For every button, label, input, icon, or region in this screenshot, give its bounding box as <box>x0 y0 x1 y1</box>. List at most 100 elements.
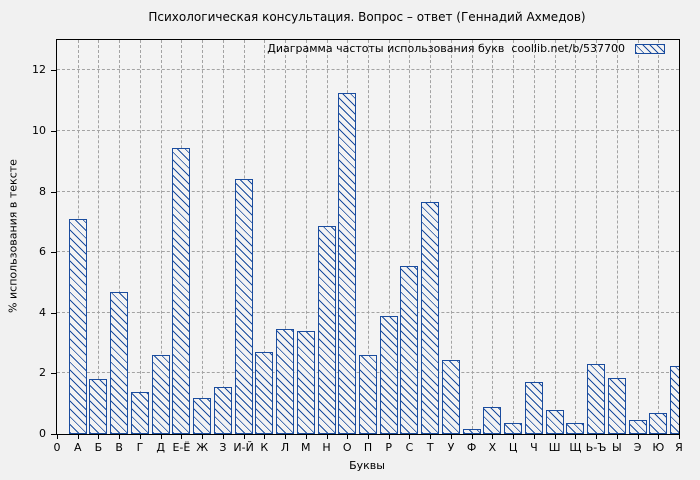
x-tick-label-Э: Э <box>633 441 642 454</box>
x-tick-mark <box>57 435 58 439</box>
y-tick-label: 12 <box>32 63 46 77</box>
y-tick-mark <box>51 191 56 193</box>
bar-Б <box>89 379 108 434</box>
y-tick-mark <box>51 70 56 72</box>
x-tick-label-В: В <box>115 441 123 454</box>
x-tick-mark <box>222 435 224 439</box>
bar-С <box>400 266 419 434</box>
gridline-vertical <box>637 40 639 434</box>
x-tick-label-Н: Н <box>322 441 331 454</box>
y-tick-label: 2 <box>39 366 46 380</box>
x-tick-mark <box>243 435 245 439</box>
x-tick-mark <box>347 435 349 439</box>
x-tick-mark <box>305 435 307 439</box>
plot-area: Диаграмма частоты использования букв coo… <box>56 39 680 435</box>
gridline-vertical <box>202 40 204 434</box>
x-tick-mark <box>575 435 577 439</box>
x-tick-label-Т: Т <box>426 441 434 454</box>
x-tick-label-К: К <box>260 441 269 454</box>
bar-Ж <box>193 398 212 434</box>
x-tick-label-И-Й: И-Й <box>233 441 254 454</box>
x-tick-mark <box>139 435 141 439</box>
gridline-vertical <box>471 40 473 434</box>
x-tick-mark <box>77 435 79 439</box>
x-tick-mark <box>160 435 162 439</box>
x-tick-label-Б: Б <box>94 441 103 454</box>
gridline-vertical <box>616 40 618 434</box>
x-tick-mark <box>285 435 287 439</box>
bar-О <box>338 93 357 434</box>
gridline-vertical <box>264 40 266 434</box>
x-tick-mark <box>119 435 121 439</box>
bar-Ю <box>649 413 668 434</box>
bar-В <box>110 292 129 434</box>
x-tick-label-М: М <box>301 441 311 454</box>
gridline-vertical <box>596 40 598 434</box>
bar-Д <box>151 355 170 434</box>
bar-Л <box>276 329 295 434</box>
x-tick-mark <box>326 435 328 439</box>
y-tick-label: 0 <box>39 427 46 440</box>
x-tick-label-О: О <box>342 441 352 454</box>
gridline-vertical <box>492 40 494 434</box>
bar-Я <box>670 366 679 434</box>
x-tick-label-Х: Х <box>488 441 497 454</box>
bar-Ш <box>545 410 564 434</box>
x-tick-label-Ы: Ы <box>611 441 622 454</box>
bar-У <box>441 360 460 434</box>
bar-Р <box>379 316 398 434</box>
x-tick-mark <box>368 435 369 439</box>
legend: Диаграмма частоты использования букв coo… <box>267 42 665 55</box>
y-tick-mark <box>51 312 56 314</box>
x-tick-label-Е-Ё: Е-Ё <box>172 441 191 454</box>
bar-Ы <box>607 378 626 434</box>
x-tick-label-Ь-Ъ: Ь-Ъ <box>585 441 607 454</box>
x-tick-mark <box>533 435 535 439</box>
x-tick-label-С: С <box>405 441 414 454</box>
x-tick-label-Я: Я <box>675 441 683 454</box>
gridline-vertical <box>139 40 141 434</box>
bar-И-Й <box>234 179 253 434</box>
bar-Е-Ё <box>172 148 191 434</box>
x-tick-mark <box>492 435 494 439</box>
x-tick-mark <box>98 435 100 439</box>
y-axis-label: % использования в тексте <box>6 159 20 313</box>
x-tick-label-З: З <box>219 441 227 454</box>
x-tick-label-Г: Г <box>136 441 144 454</box>
x-tick-label-Ж: Ж <box>196 441 209 454</box>
x-tick-label-У: У <box>447 441 455 454</box>
bar-Ф <box>462 429 481 434</box>
gridline-vertical <box>305 40 307 434</box>
x-tick-mark <box>181 435 183 439</box>
bar-Г <box>130 392 149 434</box>
y-tick-label: 4 <box>39 305 46 319</box>
x-tick-mark <box>658 435 660 439</box>
gridline-vertical <box>554 40 556 434</box>
bar-З <box>213 387 232 434</box>
gridline-vertical <box>658 40 660 434</box>
legend-hatch-swatch <box>635 43 665 54</box>
gridline-vertical <box>285 40 287 434</box>
x-tick-label-Ш: Ш <box>548 441 561 454</box>
y-tick-mark <box>51 434 56 435</box>
x-tick-mark <box>513 435 515 439</box>
bar-Ч <box>524 382 543 434</box>
bar-А <box>68 219 87 434</box>
y-tick-label: 8 <box>39 184 46 198</box>
x-tick-mark <box>202 435 204 439</box>
gridline-vertical <box>409 40 411 434</box>
x-tick-label-Ю: Ю <box>652 441 665 454</box>
x-tick-mark <box>409 435 411 439</box>
x-tick-label-Л: Л <box>280 441 290 454</box>
gridline-vertical <box>513 40 515 434</box>
y-tick-mark <box>51 373 56 375</box>
x-tick-mark <box>388 435 390 439</box>
x-tick-mark <box>616 435 618 439</box>
x-tick-label-П: П <box>363 441 373 454</box>
chart-title: Психологическая консультация. Вопрос – о… <box>148 10 586 24</box>
x-tick-label-Ф: Ф <box>466 441 477 454</box>
y-tick-label: 10 <box>32 123 46 137</box>
x-tick-label-Д: Д <box>156 441 165 454</box>
x-tick-label-Щ: Щ <box>569 441 582 454</box>
